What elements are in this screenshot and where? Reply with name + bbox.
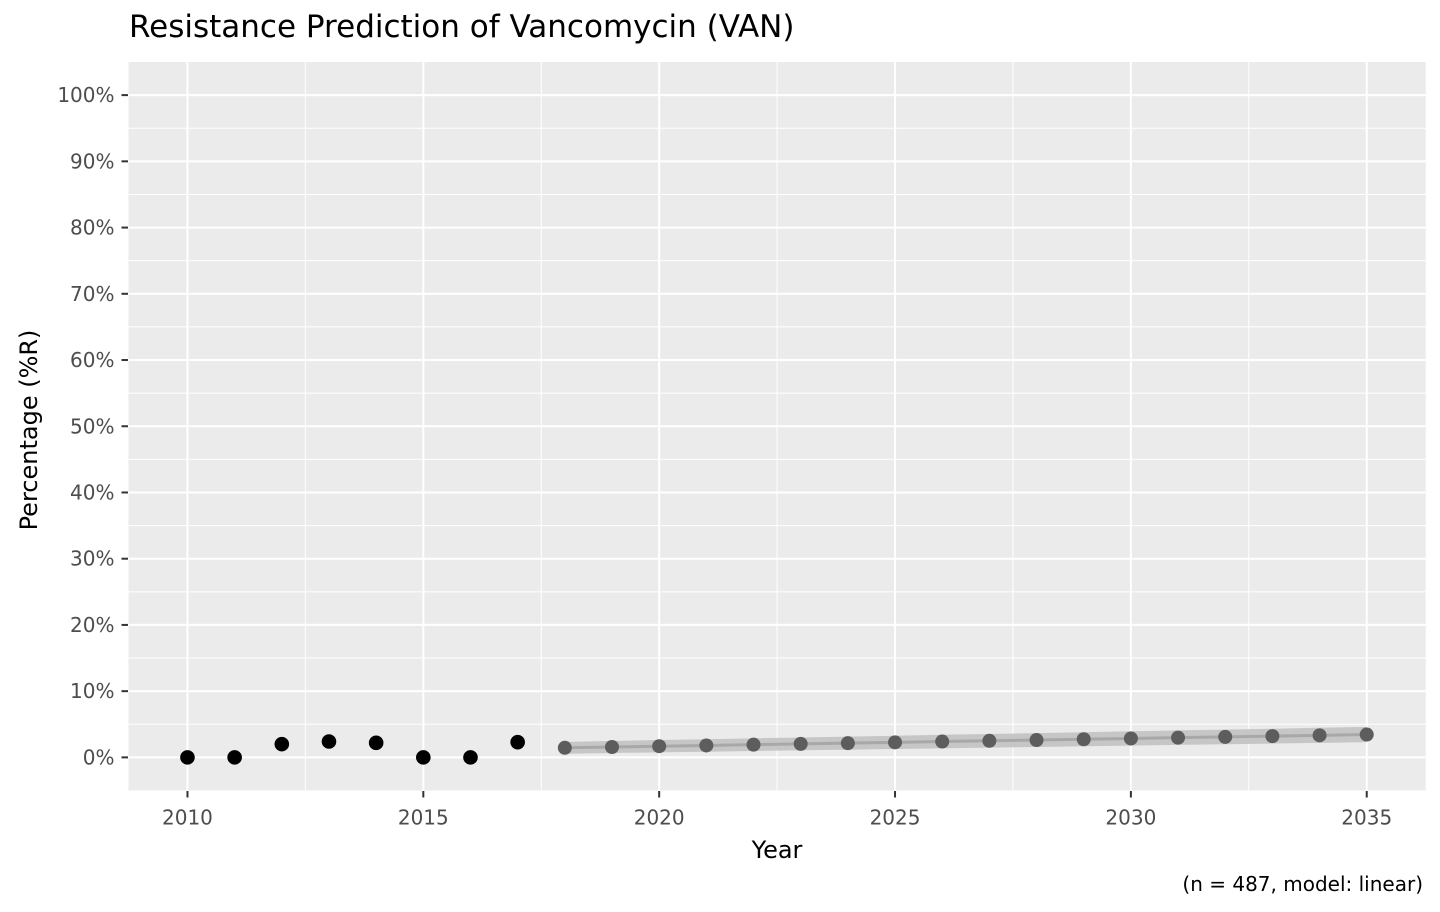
- y-tick-label: 70%: [70, 282, 114, 306]
- data-point-observed: [321, 734, 337, 749]
- data-point-predicted: [557, 740, 572, 755]
- data-point-observed: [180, 750, 195, 765]
- data-point-predicted: [840, 736, 855, 751]
- data-point-predicted: [888, 735, 903, 750]
- data-point-predicted: [793, 736, 808, 751]
- data-point-observed: [274, 736, 290, 752]
- data-point-predicted: [699, 738, 714, 753]
- data-point-predicted: [746, 737, 761, 752]
- data-point-predicted: [605, 739, 620, 754]
- data-point-predicted: [652, 739, 667, 754]
- data-point-observed: [368, 735, 384, 751]
- data-point-observed: [416, 750, 431, 765]
- x-tick-label: 2020: [634, 806, 685, 830]
- y-tick-label: 50%: [70, 414, 114, 438]
- data-point-observed: [463, 750, 478, 765]
- y-tick-label: 30%: [70, 547, 114, 571]
- data-point-predicted: [1312, 728, 1327, 743]
- data-point-observed: [227, 750, 242, 765]
- y-tick-label: 0%: [83, 745, 115, 769]
- y-tick-label: 100%: [57, 83, 114, 107]
- x-axis-title: Year: [751, 836, 803, 864]
- y-tick-label: 80%: [70, 216, 114, 240]
- data-point-predicted: [1123, 731, 1138, 746]
- x-tick-label: 2030: [1105, 806, 1156, 830]
- chart-caption: (n = 487, model: linear): [1182, 872, 1423, 896]
- data-point-predicted: [982, 733, 997, 748]
- data-point-predicted: [1029, 733, 1044, 748]
- chart-title: Resistance Prediction of Vancomycin (VAN…: [129, 9, 795, 45]
- y-tick-label: 10%: [70, 679, 114, 703]
- x-tick-label: 2035: [1341, 806, 1392, 830]
- data-point-observed: [510, 734, 525, 750]
- data-point-predicted: [1076, 732, 1091, 747]
- y-tick-label: 60%: [70, 348, 114, 372]
- y-tick-label: 90%: [70, 149, 114, 173]
- x-tick-label: 2025: [870, 806, 921, 830]
- x-tick-label: 2010: [162, 806, 213, 830]
- data-point-predicted: [1265, 729, 1280, 744]
- x-tick-label: 2015: [398, 806, 449, 830]
- y-tick-label: 20%: [70, 613, 114, 637]
- data-point-predicted: [935, 734, 950, 749]
- y-tick-label: 40%: [70, 480, 114, 504]
- data-point-predicted: [1171, 730, 1186, 745]
- trend-line: [564, 733, 1367, 750]
- y-axis-title: Percentage (%R): [15, 329, 43, 531]
- data-point-predicted: [1218, 729, 1233, 744]
- data-point-predicted: [1359, 727, 1374, 742]
